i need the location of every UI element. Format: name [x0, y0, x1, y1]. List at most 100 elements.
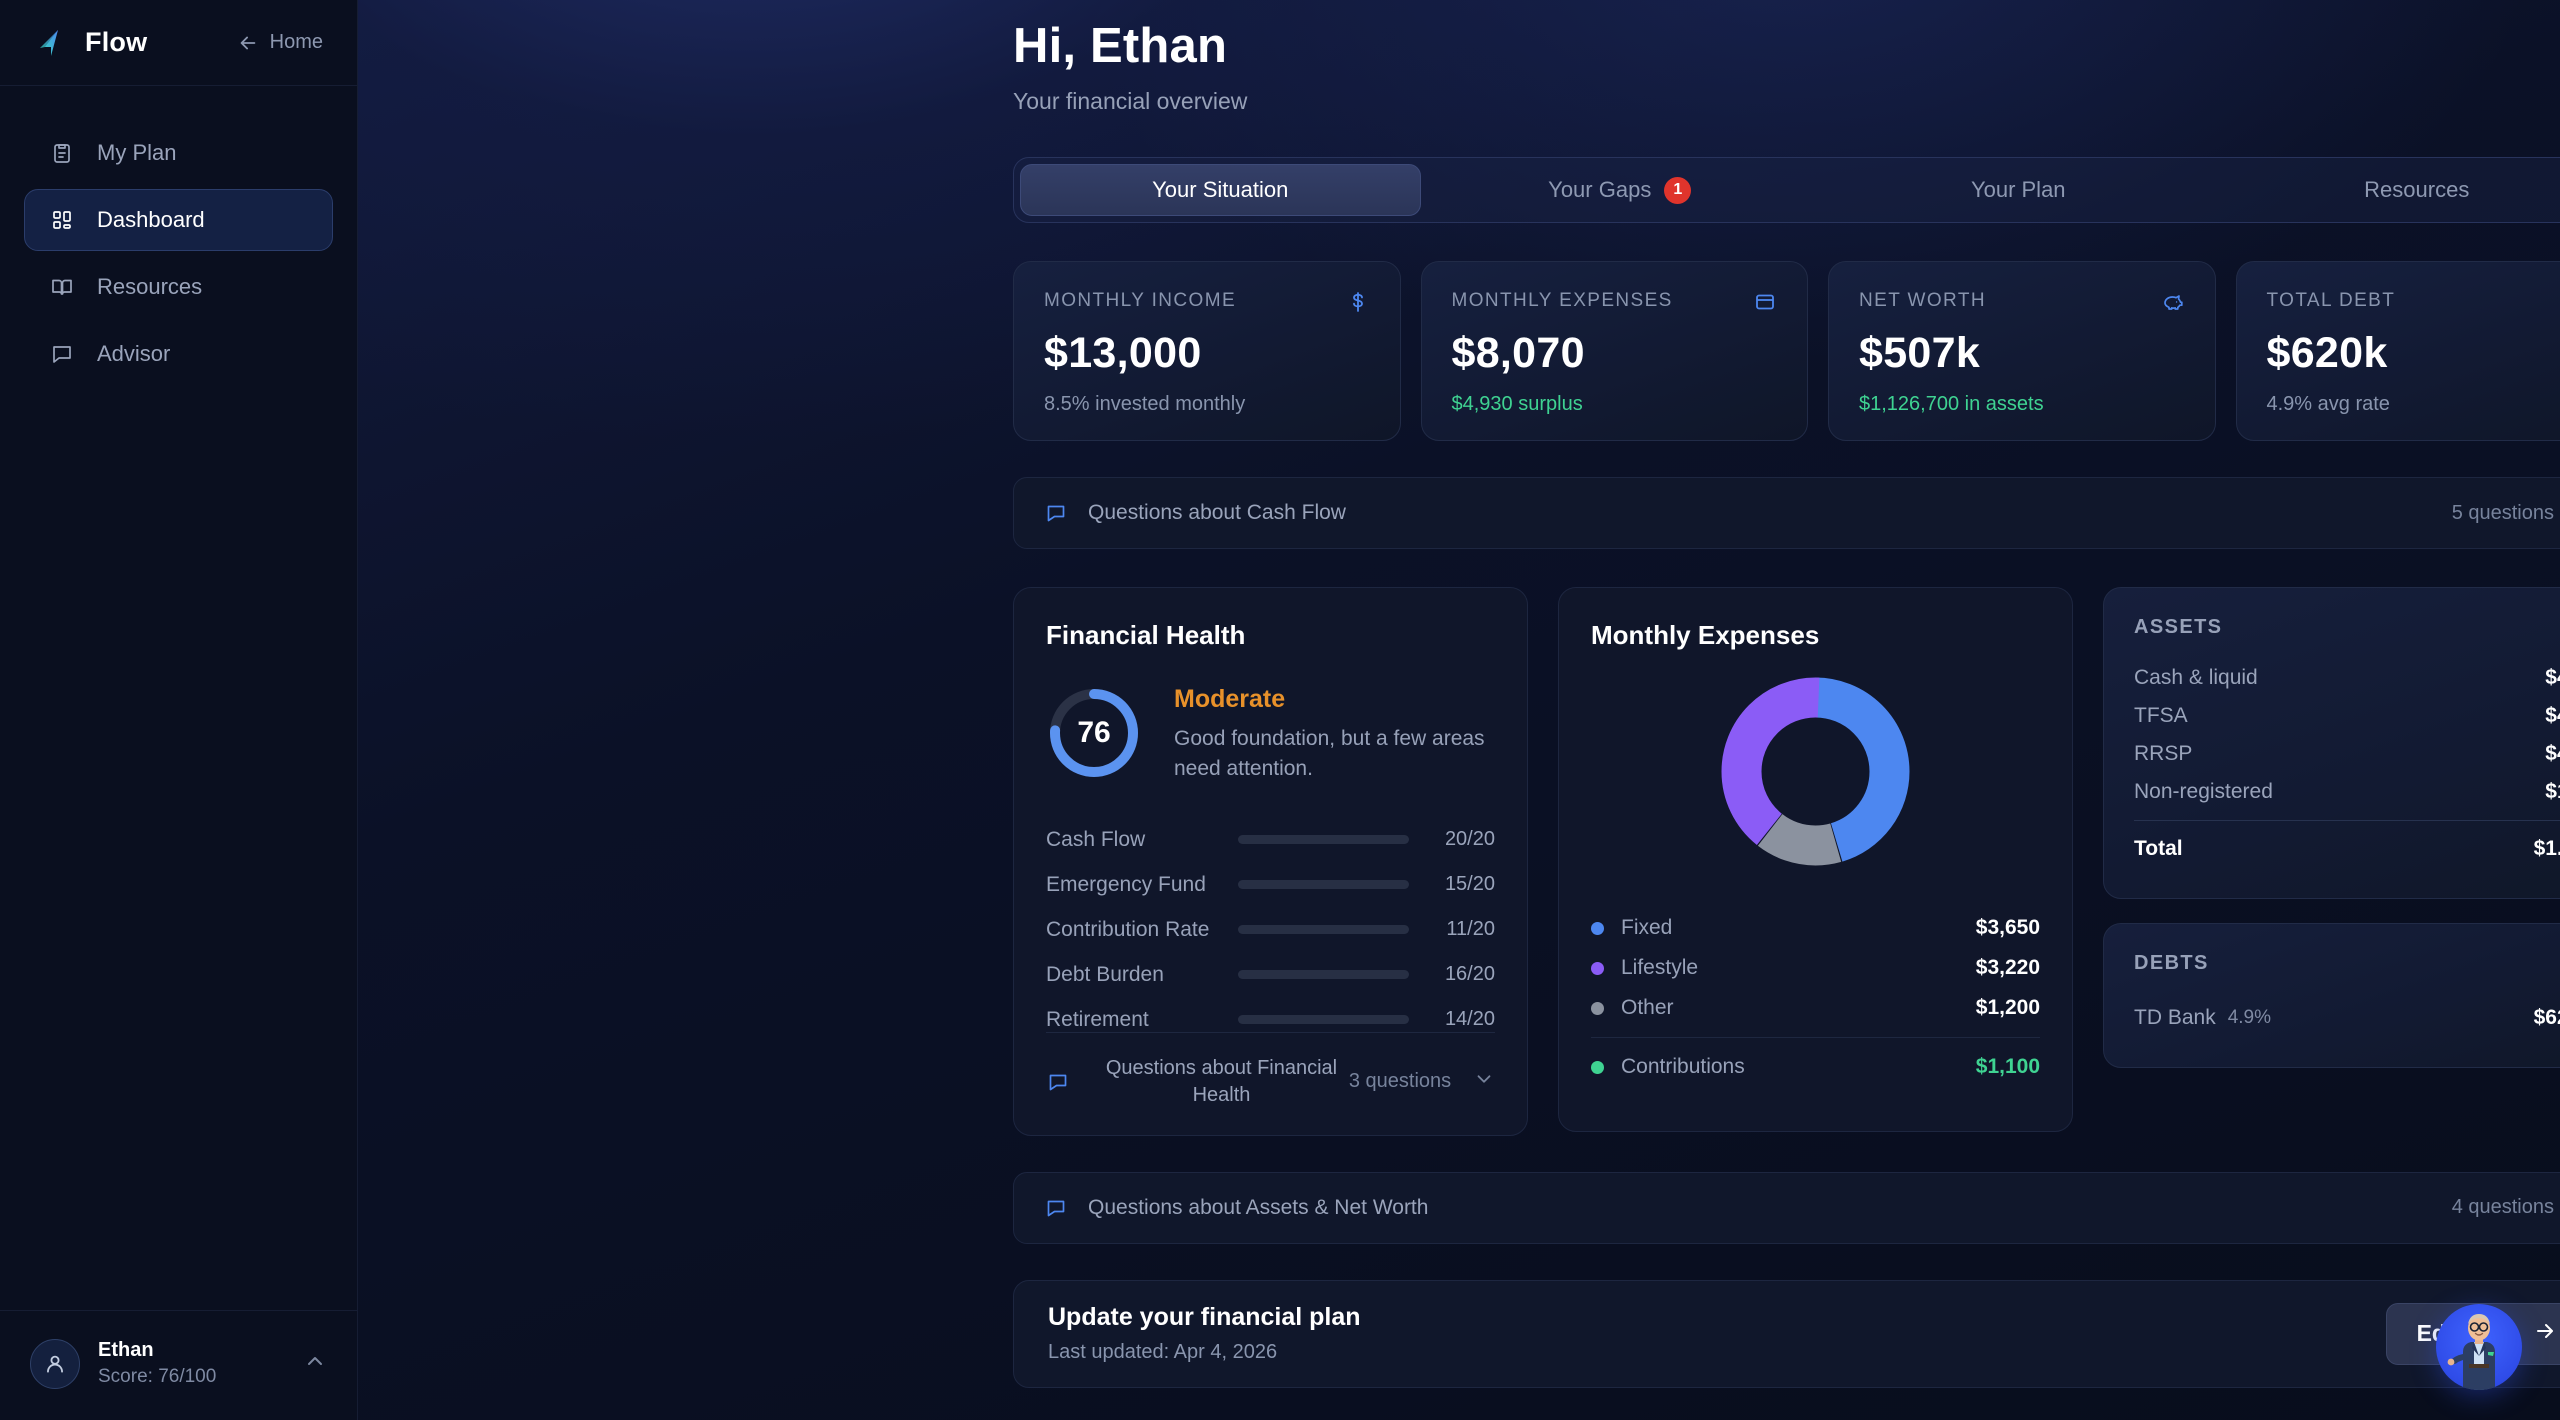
sidebar-user-profile[interactable]: Ethan Score: 76/100	[0, 1310, 357, 1420]
stat-label: MONTHLY EXPENSES	[1451, 290, 1673, 311]
health-description: Good foundation, but a few areas need at…	[1174, 727, 1485, 780]
net-worth-column: ASSETS Cash & liquid $45k TFSA $42k RRSP	[2103, 587, 2560, 1068]
user-score: Score: 76/100	[98, 1366, 217, 1388]
asset-name: Cash & liquid	[2134, 666, 2258, 689]
stat-value: $8,070	[1451, 329, 1585, 377]
sidebar-item-dashboard[interactable]: Dashboard	[24, 189, 333, 251]
legend-label: Other	[1621, 996, 1674, 1019]
advisor-avatar-button[interactable]	[2436, 1304, 2522, 1390]
chat-icon	[49, 341, 75, 367]
sidebar-item-my-plan[interactable]: My Plan	[24, 122, 333, 184]
banner-title: Update your financial plan	[1048, 1303, 1361, 1332]
metric-name: Contribution Rate	[1046, 917, 1210, 941]
chat-bubble-icon	[1046, 1070, 1070, 1094]
chevron-up-icon[interactable]	[303, 1349, 327, 1378]
main-content: Hi, Ethan Your financial overview Your S…	[358, 0, 2560, 1420]
legend-color-swatch	[1591, 961, 1604, 975]
metric-bar	[1238, 880, 1409, 890]
legend-label: Lifestyle	[1621, 956, 1699, 979]
questions-bar-cash-flow[interactable]: Questions about Cash Flow 5 questions	[1013, 477, 2560, 549]
stat-card-monthly-income[interactable]: MONTHLY INCOME $13,000 8.5% invested mon…	[1013, 261, 1401, 441]
financial-health-card: Financial Health 76 Moderate Good founda…	[1013, 587, 1528, 1136]
home-link[interactable]: Home	[237, 31, 323, 54]
health-metrics-list: Cash Flow 20/20 Emergency Fund 15/20 Con…	[1046, 828, 1495, 1032]
metric-row: Retirement 14/20	[1046, 1008, 1495, 1032]
asset-row: Non-registered $13k	[2134, 773, 2560, 811]
metric-value: 15/20	[1444, 873, 1495, 896]
debt-name: TD Bank	[2134, 1006, 2216, 1029]
user-name: Ethan	[98, 1339, 154, 1362]
debt-value: $620k	[2533, 1006, 2560, 1029]
debts-panel: DEBTS TD Bank 4.9% $620k	[2103, 923, 2560, 1068]
asset-row: RRSP $48k	[2134, 735, 2560, 773]
sidebar: Flow Home My Plan Dashboard	[0, 0, 358, 1420]
asset-name: RRSP	[2134, 742, 2193, 765]
stat-card-total-debt[interactable]: TOTAL DEBT $620k 4.9% avg rate	[2235, 261, 2560, 441]
arrow-logo-icon	[34, 26, 68, 60]
assets-total-row: Total $1.1M	[2134, 820, 2560, 868]
piggy-bank-icon	[2161, 290, 2185, 319]
asset-value: $45k	[2545, 666, 2560, 689]
legend-value: $1,100	[1975, 1055, 2040, 1078]
health-score-value: 76	[1077, 716, 1111, 749]
debt-rate: 4.9%	[2227, 1007, 2272, 1028]
assets-panel: ASSETS Cash & liquid $45k TFSA $42k RRSP	[2103, 587, 2560, 899]
metric-bar	[1238, 925, 1409, 935]
questions-bar-label: Questions about Assets & Net Worth	[1088, 1195, 1429, 1219]
asset-value: $48k	[2545, 742, 2560, 765]
stat-card-net-worth[interactable]: NET WORTH $507k $1,126,700 in assets	[1828, 261, 2216, 441]
tab-resources[interactable]: Resources	[2218, 164, 2560, 216]
metric-row: Cash Flow 20/20	[1046, 828, 1495, 852]
questions-bar-assets-net-worth[interactable]: Questions about Assets & Net Worth 4 que…	[1013, 1171, 2560, 1244]
metric-row: Debt Burden 16/20	[1046, 963, 1495, 987]
legend-item-contributions: Contributions $1,100	[1591, 1037, 2040, 1087]
status-badge: 1	[1664, 176, 1692, 204]
stat-card-monthly-expenses[interactable]: MONTHLY EXPENSES $8,070 $4,930 surplus	[1420, 261, 1808, 441]
chat-bubble-icon	[1044, 1196, 1068, 1220]
book-icon	[49, 274, 75, 300]
tab-label: Your Situation	[1152, 177, 1289, 202]
tab-your-plan[interactable]: Your Plan	[1819, 164, 2218, 216]
arrow-left-icon	[237, 32, 259, 54]
metric-name: Debt Burden	[1046, 962, 1164, 986]
banner-subtitle: Last updated: Apr 4, 2026	[1048, 1341, 1278, 1364]
grid-icon	[49, 207, 75, 233]
legend-color-swatch	[1591, 1001, 1604, 1015]
tab-your-gaps[interactable]: Your Gaps 1	[1421, 164, 1820, 216]
stat-note: 8.5% invested monthly	[1044, 393, 1246, 415]
sidebar-item-resources[interactable]: Resources	[24, 256, 333, 318]
chevron-down-icon[interactable]	[1473, 1068, 1495, 1095]
stat-value: $13,000	[1044, 329, 1202, 377]
metric-value: 11/20	[1446, 918, 1495, 941]
asset-row: TFSA $42k	[2134, 697, 2560, 735]
sidebar-item-advisor[interactable]: Advisor	[24, 323, 333, 385]
update-plan-banner: Update your financial plan Last updated:…	[1013, 1279, 2560, 1388]
metric-value: 20/20	[1444, 828, 1495, 851]
tab-bar: Your Situation Your Gaps 1 Your Plan Res…	[1013, 157, 2560, 223]
stat-value: $620k	[2266, 329, 2388, 377]
assets-total-label: Total	[2134, 837, 2183, 860]
stat-note: 4.9% avg rate	[2266, 393, 2390, 415]
health-score-gauge: 76	[1046, 685, 1142, 781]
legend-item: Lifestyle $3,220	[1591, 948, 2040, 988]
tab-label: Your Gaps	[1548, 177, 1652, 202]
expenses-donut-chart	[1591, 669, 2040, 874]
legend-value: $1,200	[1975, 996, 2040, 1019]
questions-bar-financial-health[interactable]: Questions about Financial Health 3 quest…	[1046, 1031, 1495, 1135]
chart-title: Monthly Expenses	[1591, 620, 1820, 650]
legend-color-swatch	[1591, 921, 1604, 935]
page-subtitle: Your financial overview	[1013, 88, 1248, 114]
sidebar-item-label: Resources	[97, 274, 203, 299]
tab-your-situation[interactable]: Your Situation	[1020, 164, 1421, 216]
arrow-right-icon	[2533, 1319, 2557, 1349]
metric-bar	[1238, 835, 1409, 845]
metric-row: Contribution Rate 11/20	[1046, 918, 1495, 942]
asset-row: Cash & liquid $45k	[2134, 659, 2560, 697]
dashboard-grid: Financial Health 76 Moderate Good founda…	[1013, 587, 2560, 1136]
page-title: Hi, Ethan	[1013, 19, 1228, 73]
legend-color-swatch	[1591, 1060, 1604, 1074]
questions-bar-count: 3 questions	[1348, 1070, 1452, 1093]
questions-bar-label: Questions about Financial Health	[1105, 1056, 1338, 1106]
questions-bar-count: 4 questions	[2451, 1196, 2554, 1219]
